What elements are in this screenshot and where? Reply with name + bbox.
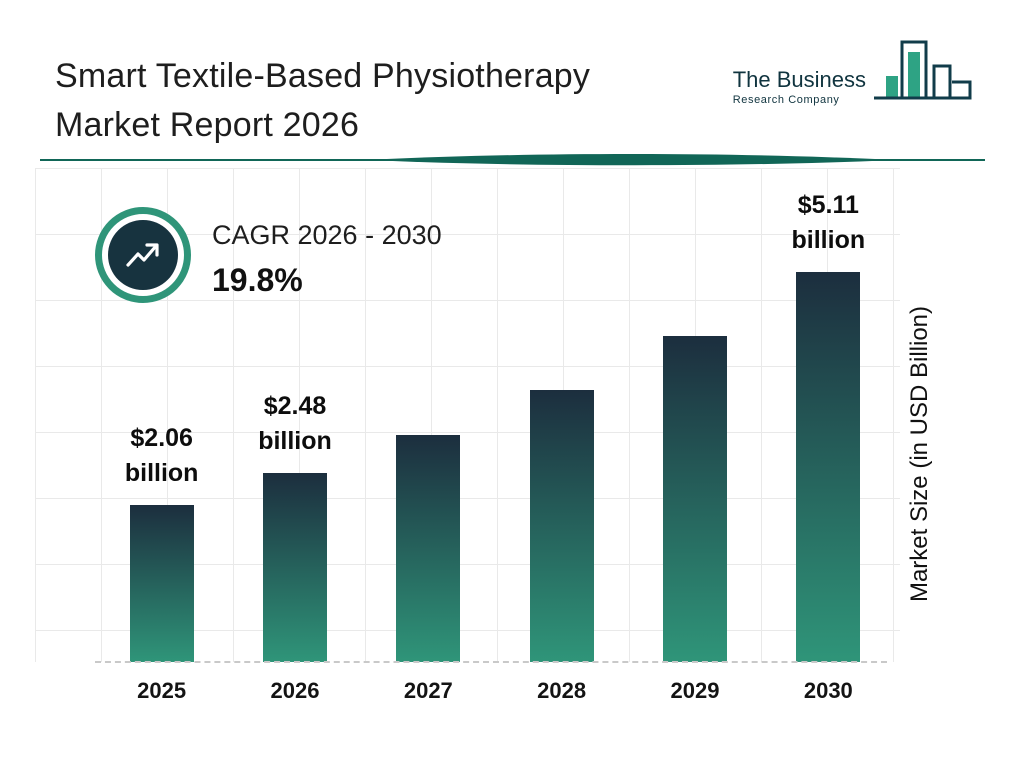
cagr-badge-circle: [108, 220, 178, 290]
company-logo: The Business Research Company: [733, 38, 976, 116]
y-axis-label: Market Size (in USD Billion): [906, 305, 933, 603]
cagr-value: 19.8%: [212, 262, 303, 298]
bar-value-label-2030: $5.11 billion: [791, 191, 866, 254]
x-tick-2026: 2026: [270, 678, 320, 703]
x-tick-2030: 2030: [803, 678, 853, 703]
logo-subtitle: Research Company: [732, 93, 840, 106]
x-tick-2028: 2028: [537, 678, 587, 703]
bar-2030: [796, 272, 861, 662]
x-tick-2029: 2029: [670, 678, 720, 703]
cagr-badge: [95, 207, 191, 303]
page-title: Smart Textile-Based Physiotherapy Market…: [55, 52, 590, 151]
x-axis-baseline: [95, 661, 887, 663]
bar-value-label-2025: $2.06 billion: [124, 424, 199, 487]
bar-2027: [396, 435, 461, 662]
title-line2: Market Report 2026: [55, 106, 360, 145]
x-tick-2027: 2027: [403, 678, 453, 703]
bar-2025: [129, 505, 194, 662]
cagr-period-label: CAGR 2026 - 2030: [212, 220, 442, 250]
bar-chart-plot-area: $2.06 billion $2.48 billion $5.11 billion: [95, 180, 895, 662]
x-tick-2025: 2025: [137, 678, 187, 703]
bar-value-label-2026: $2.48 billion: [258, 392, 332, 455]
bar-2028: [529, 390, 594, 662]
title-line1: Smart Textile-Based Physiotherapy: [55, 57, 591, 95]
company-logo-text: The Business Research Company: [733, 67, 866, 106]
bar-2026: [263, 473, 327, 662]
logo-name: The Business: [732, 66, 866, 92]
x-axis-tick-labels: 2025 2026 2027 2028 2029 2030: [95, 678, 895, 708]
section-divider: [40, 154, 985, 166]
trend-up-arrow-icon: [126, 243, 159, 267]
logo-bars-icon: [874, 40, 972, 100]
bar-2029: [663, 336, 727, 662]
